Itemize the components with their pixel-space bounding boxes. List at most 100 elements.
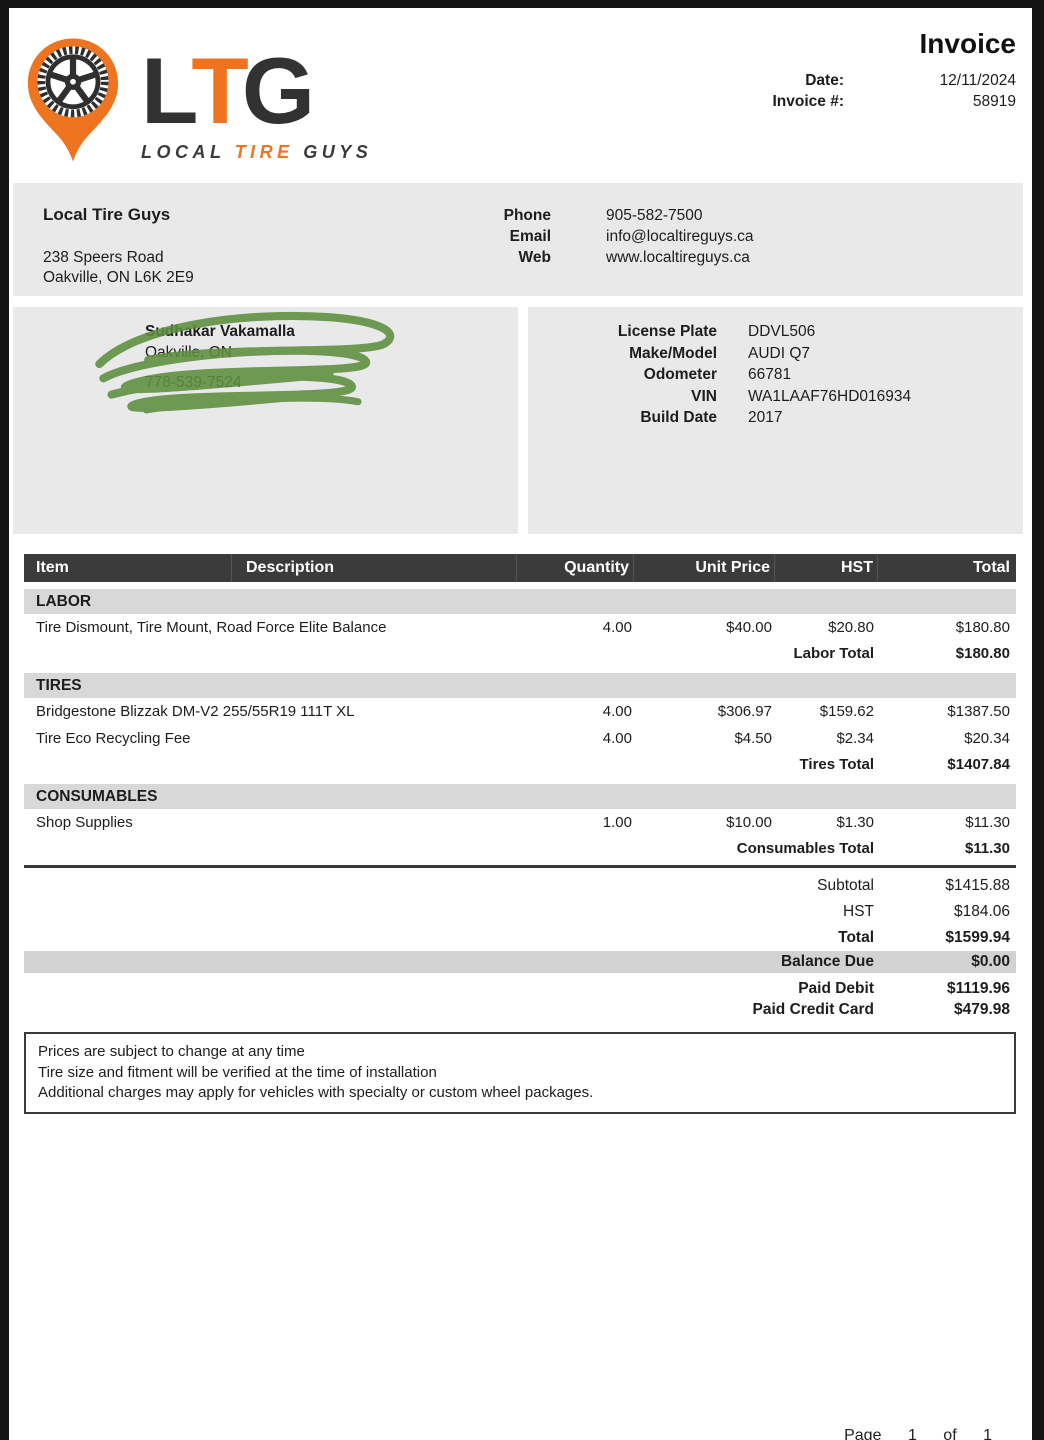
- subtotal-value: $1415.88: [945, 877, 1010, 894]
- invoice-date-value: 12/11/2024: [939, 72, 1016, 89]
- vehicle-row-vin: VIN WA1LAAF76HD016934: [528, 386, 1023, 408]
- make-model-value: AUDI Q7: [748, 344, 811, 362]
- company-address-line2: Oakville, ON L6K 2E9: [43, 269, 194, 286]
- item-total: $11.30: [965, 814, 1010, 831]
- customer-phone: 778-539-7524: [145, 374, 242, 391]
- contact-row-phone: Phone 905-582-7500: [461, 205, 754, 226]
- item-hst: $2.34: [836, 730, 874, 747]
- tires-total-row: Tires Total $1407.84: [24, 752, 1016, 777]
- table-row: Tire Dismount, Tire Mount, Road Force El…: [24, 614, 1016, 641]
- invoice-date-label: Date:: [805, 72, 844, 89]
- customer-city: Oakville, ON: [145, 344, 232, 361]
- email-label: Email: [509, 228, 551, 245]
- paid-credit-card-value: $479.98: [953, 1000, 1010, 1018]
- item-unit-price: $40.00: [726, 619, 772, 636]
- consumables-total-value: $11.30: [964, 840, 1010, 857]
- table-row: Bridgestone Blizzak DM-V2 255/55R19 111T…: [24, 698, 1016, 725]
- labor-total-row: Labor Total $180.80: [24, 641, 1016, 666]
- section-header-tires: TIRES: [24, 673, 1016, 698]
- odometer-value: 66781: [748, 366, 792, 383]
- consumables-total-row: Consumables Total $11.30: [24, 836, 1016, 861]
- customer-name: Sudhakar Vakamalla: [145, 323, 295, 340]
- contact-row-email: Email info@localtireguys.ca: [461, 226, 754, 247]
- col-header-total: Total: [877, 554, 1016, 582]
- tires-total-value: $1407.84: [947, 756, 1010, 773]
- vehicle-row-odometer: Odometer 66781: [528, 364, 1023, 386]
- item-quantity: 4.00: [602, 619, 632, 636]
- terms-notes-box: Prices are subject to change at any time…: [24, 1032, 1016, 1114]
- paid-debit-label: Paid Debit: [798, 979, 874, 997]
- consumables-total-label: Consumables Total: [736, 840, 874, 857]
- item-quantity: 4.00: [602, 703, 632, 720]
- license-plate-value: DDVL506: [748, 323, 816, 340]
- logo-letter-l: L: [141, 38, 198, 143]
- web-label: Web: [518, 249, 551, 266]
- balance-due-value: $0.00: [971, 953, 1010, 970]
- table-row: Shop Supplies 1.00 $10.00 $1.30 $11.30: [24, 809, 1016, 836]
- invoice-meta-rows: Date: 12/11/2024 Invoice #: 58919: [773, 70, 1017, 112]
- build-date-label: Build Date: [640, 409, 717, 426]
- company-name: Local Tire Guys: [43, 205, 171, 224]
- make-model-label: Make/Model: [629, 344, 717, 362]
- invoice-title: Invoice: [919, 28, 1016, 59]
- balance-due-label: Balance Due: [780, 953, 874, 970]
- web-value: www.localtireguys.ca: [606, 249, 750, 266]
- page-total: 1: [983, 1427, 992, 1440]
- invoice-page: L T G LOCAL TIRE GUYS Invoice Date: 12/1…: [9, 8, 1032, 1440]
- table-row: Tire Eco Recycling Fee 4.00 $4.50 $2.34 …: [24, 725, 1016, 752]
- col-header-description: Description: [231, 554, 516, 582]
- item-total: $180.80: [955, 619, 1010, 636]
- vehicle-row-build-date: Build Date 2017: [528, 407, 1023, 429]
- item-hst: $159.62: [819, 703, 874, 720]
- invoice-number-row: Invoice #: 58919: [773, 91, 1017, 112]
- invoice-date-row: Date: 12/11/2024: [773, 70, 1016, 91]
- company-contact: Phone 905-582-7500 Email info@localtireg…: [461, 205, 754, 268]
- company-logo: L T G LOCAL TIRE GUYS: [25, 36, 372, 164]
- contact-row-web: Web www.localtireguys.ca: [461, 247, 754, 268]
- grand-total-row: Total $1599.94: [24, 925, 1016, 951]
- balance-due-row: Balance Due $0.00: [24, 951, 1016, 973]
- email-value: info@localtireguys.ca: [606, 228, 754, 245]
- col-header-hst: HST: [774, 554, 877, 582]
- logo-ltg-text: L T G: [141, 38, 372, 143]
- item-description: Shop Supplies: [36, 814, 133, 831]
- col-header-item: Item: [36, 559, 69, 576]
- paid-debit-value: $1119.96: [947, 979, 1010, 997]
- tires-total-label: Tires Total: [799, 756, 874, 773]
- labor-total-value: $180.80: [955, 645, 1010, 662]
- logo-wordmark: L T G LOCAL TIRE GUYS: [141, 38, 372, 163]
- col-header-unit-price: Unit Price: [633, 554, 774, 582]
- build-date-value: 2017: [748, 409, 783, 426]
- paid-credit-card-label: Paid Credit Card: [752, 1000, 874, 1018]
- vin-value: WA1LAAF76HD016934: [748, 387, 912, 405]
- logo-letter-g: G: [241, 38, 315, 143]
- logo-subtitle: LOCAL TIRE GUYS: [141, 142, 372, 163]
- table-header-row: Item Description Quantity Unit Price HST…: [24, 554, 1016, 582]
- invoice-meta: Invoice Date: 12/11/2024 Invoice #: 5891…: [773, 28, 1017, 112]
- item-total: $20.34: [964, 730, 1010, 747]
- labor-total-label: Labor Total: [793, 645, 874, 662]
- company-info-band: Local Tire Guys 238 Speers Road Oakville…: [13, 183, 1023, 296]
- note-line: Additional charges may apply for vehicle…: [38, 1084, 594, 1101]
- logo-sub-local: LOCAL: [141, 142, 226, 162]
- item-total: $1387.50: [947, 703, 1010, 720]
- paid-credit-card-row: Paid Credit Card $479.98: [24, 999, 1016, 1020]
- customer-info-box: Sudhakar Vakamalla Oakville, ON 778-539-…: [13, 307, 518, 534]
- item-quantity: 1.00: [602, 814, 632, 831]
- item-description: Tire Dismount, Tire Mount, Road Force El…: [36, 619, 387, 636]
- col-header-quantity: Quantity: [516, 554, 633, 582]
- item-description: Bridgestone Blizzak DM-V2 255/55R19 111T…: [36, 703, 355, 720]
- hst-label: HST: [843, 903, 874, 920]
- section-header-labor: LABOR: [24, 589, 1016, 614]
- logo-sub-guys: GUYS: [303, 142, 373, 162]
- summary-divider: [24, 865, 1016, 868]
- item-quantity: 4.00: [602, 730, 632, 747]
- item-unit-price: $4.50: [734, 730, 772, 747]
- logo-letter-t: T: [191, 38, 248, 143]
- vin-label: VIN: [691, 387, 717, 405]
- page-label: Page: [844, 1427, 882, 1440]
- subtotal-label: Subtotal: [817, 877, 874, 894]
- grand-total-label: Total: [838, 929, 874, 946]
- page-of-label: of: [943, 1427, 957, 1440]
- vehicle-row-plate: License Plate DDVL506: [528, 321, 1023, 343]
